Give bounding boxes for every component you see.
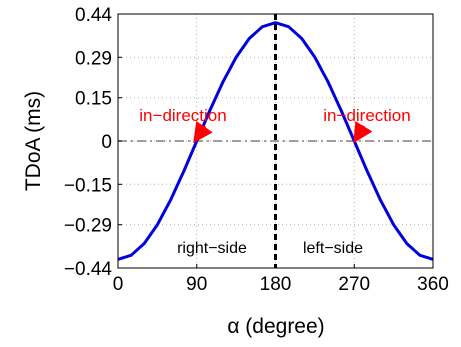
y-tick-label: −0.29 <box>64 216 112 237</box>
y-tick-label: 0.15 <box>75 89 112 110</box>
y-tick-label: 0.29 <box>75 48 112 69</box>
series-line <box>117 21 434 261</box>
annotation-arrow-left <box>193 120 213 144</box>
y-axis-label: TDoA (ms) <box>22 91 45 191</box>
x-tick-label: 360 <box>417 274 449 295</box>
x-tick-label: 0 <box>113 274 124 295</box>
annotation-in-direction-right: in−direction <box>323 106 410 125</box>
y-tick-label: 0 <box>101 132 112 153</box>
annotation-left-side: left−side <box>303 240 363 257</box>
annotation-right-side: right−side <box>177 240 247 257</box>
y-tick-label: −0.15 <box>64 175 112 196</box>
x-tick-label: 90 <box>186 274 207 295</box>
annotation-arrow-right <box>353 120 373 144</box>
x-tick-label: 180 <box>260 274 292 295</box>
y-tick-label: 0.44 <box>75 5 112 26</box>
reference-lines <box>118 14 433 268</box>
tick-labels: 0 90 180 270 360 0.44 0.29 0.15 0 −0.15 −0.29 −0.44 <box>64 5 449 295</box>
series-group <box>117 21 434 261</box>
x-axis-label: α (degree) <box>227 315 324 338</box>
annotation-in-direction-left: in−direction <box>139 106 226 125</box>
x-tick-label: 270 <box>338 274 370 295</box>
y-tick-label: −0.44 <box>64 259 113 280</box>
